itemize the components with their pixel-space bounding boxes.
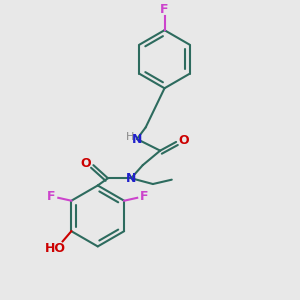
Text: HO: HO <box>45 242 66 255</box>
Text: N: N <box>132 133 142 146</box>
Text: O: O <box>178 134 189 147</box>
Text: F: F <box>47 190 55 203</box>
Text: O: O <box>80 157 91 170</box>
Text: F: F <box>160 3 169 16</box>
Text: H: H <box>126 132 135 142</box>
Text: N: N <box>126 172 136 185</box>
Text: F: F <box>140 190 149 203</box>
